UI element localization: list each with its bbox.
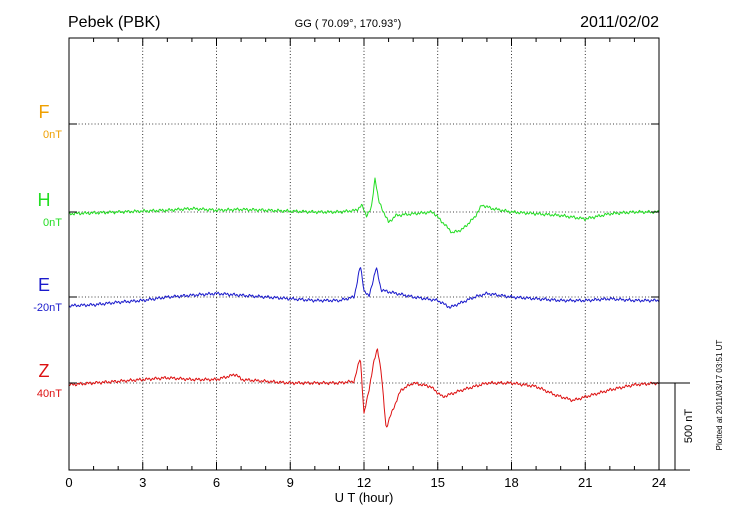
series-label-H: H: [38, 190, 51, 210]
x-tick-label-15: 15: [431, 475, 445, 490]
x-tick-label-9: 9: [287, 475, 294, 490]
plotted-at-note: Plotted at 2011/03/17 03:51 UT: [715, 340, 724, 451]
x-axis: 0 3 6 9 12 15 18 21 24: [65, 38, 666, 490]
traces: [68, 177, 660, 428]
series-labels: F 0nT H 0nT E -20nT Z 40nT: [33, 102, 62, 400]
chart-date: 2011/02/02: [580, 14, 659, 31]
scale-bar: 500 nT: [659, 382, 695, 471]
series-baseline-H: 0nT: [43, 217, 62, 229]
station-title: Pebek (PBK): [68, 14, 160, 31]
trace-E: [68, 267, 660, 309]
x-tick-label-12: 12: [357, 475, 371, 490]
series-baseline-Z: 40nT: [37, 388, 62, 400]
trace-Z: [68, 348, 660, 428]
x-tick-label-0: 0: [65, 475, 72, 490]
x-axis-label: U T (hour): [335, 490, 394, 505]
series-baseline-F: 0nT: [43, 129, 62, 141]
scale-bar-label: 500 nT: [683, 409, 695, 444]
station-coords: GG ( 70.09°, 170.93°): [295, 18, 402, 30]
trace-H: [68, 177, 660, 234]
series-label-Z: Z: [39, 361, 50, 381]
x-tick-label-3: 3: [139, 475, 146, 490]
series-label-E: E: [38, 275, 50, 295]
x-tick-label-21: 21: [578, 475, 592, 490]
x-tick-label-24: 24: [652, 475, 666, 490]
x-tick-label-6: 6: [213, 475, 220, 490]
series-baseline-E: -20nT: [33, 302, 62, 314]
series-label-F: F: [39, 102, 50, 122]
grid: [69, 38, 659, 470]
x-tick-label-18: 18: [504, 475, 518, 490]
